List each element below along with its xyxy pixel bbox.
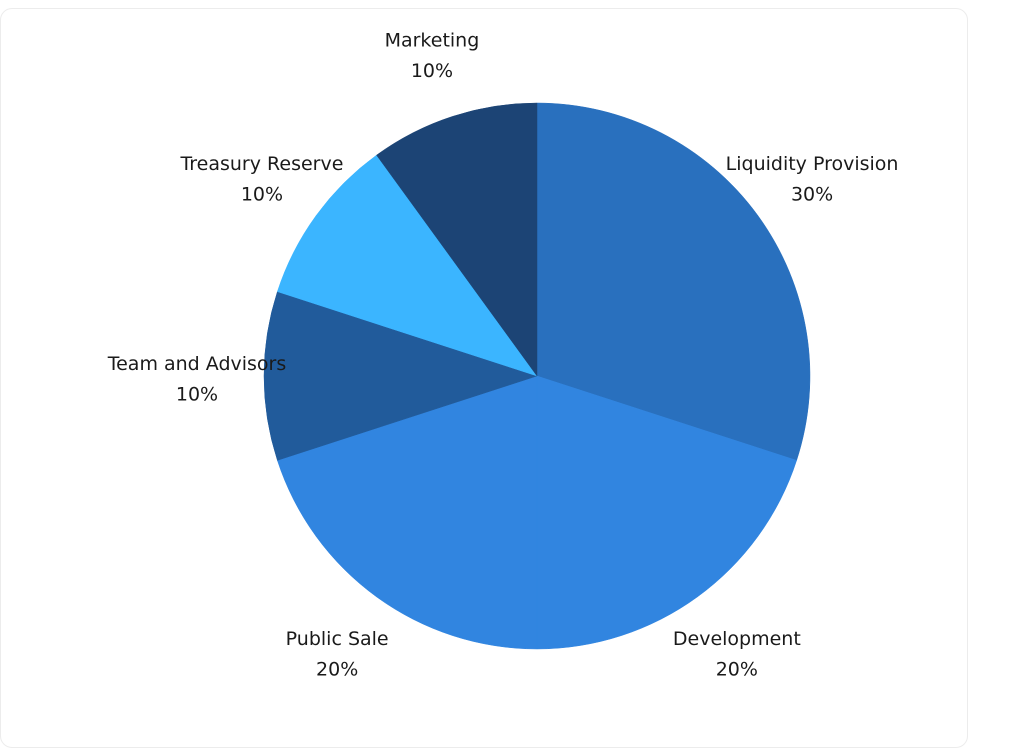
- pie-labels: Liquidity Provision 30%Development 20%Publ…: [107, 30, 899, 681]
- pie-label-percent: 20%: [316, 658, 358, 680]
- pie-label-percent: 10%: [241, 184, 283, 206]
- pie-label-name: Marketing: [385, 30, 480, 52]
- pie-chart: Liquidity Provision 30%Development 20%Publ…: [107, 30, 899, 681]
- pie-label-percent: 30%: [791, 184, 833, 206]
- pie-label-percent: 10%: [411, 60, 453, 82]
- pie-slice-marketing: [376, 102, 538, 377]
- pie-label-percent: 10%: [176, 383, 218, 405]
- pie-slices: [263, 102, 811, 650]
- pie-label-name: Team and Advisors: [107, 353, 287, 375]
- pie-label-name: Liquidity Provision: [726, 153, 899, 175]
- pie-slice-liquidity-provision: [536, 102, 811, 461]
- pie-slice-treasury-reserve: [277, 154, 538, 377]
- pie-label-name: Public Sale: [286, 628, 389, 650]
- pie-label-development: Development 20%: [673, 628, 801, 680]
- pie-label-treasury-reserve: Treasury Reserve 10%: [179, 153, 343, 205]
- pie-label-team-and-advisors: Team and Advisors 10%: [107, 353, 287, 405]
- pie-label-public-sale: Public Sale 20%: [286, 628, 389, 680]
- pie-slice-team-and-advisors: [263, 291, 538, 461]
- pie-label-percent: 20%: [716, 658, 758, 680]
- pie-slice-development: [536, 375, 797, 650]
- pie-label-liquidity-provision: Liquidity Provision 30%: [726, 153, 899, 205]
- pie-label-name: Treasury Reserve: [179, 153, 343, 175]
- pie-label-name: Development: [673, 628, 801, 650]
- pie-label-marketing: Marketing 10%: [385, 30, 480, 82]
- pie-slice-public-sale: [277, 375, 538, 650]
